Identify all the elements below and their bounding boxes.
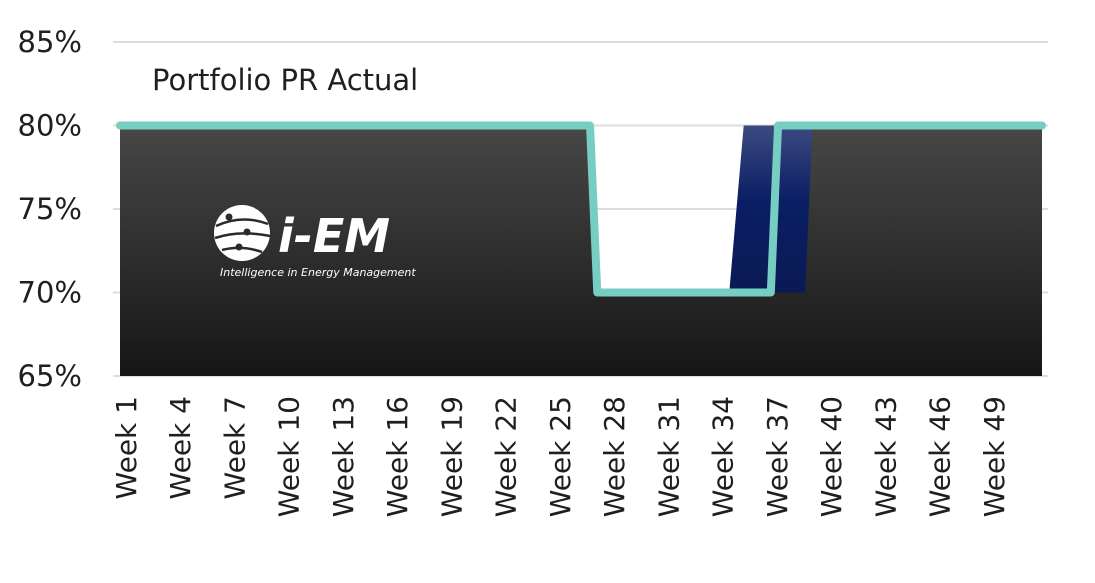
logo-tagline: Intelligence in Energy Management — [220, 266, 416, 279]
dark-area-fill — [120, 125, 1042, 376]
y-tick-label: 75% — [18, 192, 82, 226]
x-tick-label: Week 22 — [490, 396, 523, 517]
x-tick-label: Week 7 — [218, 396, 251, 499]
x-tick-label: Week 19 — [435, 396, 468, 517]
x-tick-label: Week 16 — [381, 396, 414, 517]
y-tick-label: 85% — [18, 25, 82, 59]
series-line — [116, 121, 1046, 297]
x-tick-label: Week 4 — [164, 396, 197, 499]
chart-title: Portfolio PR Actual — [152, 63, 418, 97]
x-tick-label: Week 40 — [815, 396, 848, 517]
logo-wordmark: i-EM — [278, 209, 390, 263]
y-tick-label: 80% — [18, 109, 82, 143]
x-tick-label: Week 25 — [544, 396, 577, 517]
x-tick-label: Week 10 — [273, 396, 306, 517]
x-tick-label: Week 28 — [598, 396, 631, 517]
x-tick-label: Week 37 — [761, 396, 794, 517]
x-tick-label: Week 43 — [869, 396, 902, 517]
x-tick-label: Week 46 — [924, 396, 957, 517]
x-axis-ticks: Week 1 Week 4 Week 7 Week 10 Week 13 Week 16 W… — [110, 396, 1011, 517]
logo: i-EM Intelligence in Energy Management — [214, 205, 416, 279]
series-lines — [116, 121, 1046, 297]
x-tick-label: Week 49 — [978, 396, 1011, 517]
y-tick-label: 70% — [18, 276, 82, 310]
y-tick-label: 65% — [18, 359, 82, 393]
y-axis-ticks: 65% 70% 75% 80% 85% — [18, 25, 82, 393]
x-tick-label: Week 34 — [707, 396, 740, 517]
x-tick-label: Week 13 — [327, 396, 360, 517]
x-tick-label: Week 31 — [652, 396, 685, 517]
x-tick-label: Week 1 — [110, 396, 143, 499]
globe-circuit-icon — [214, 205, 271, 261]
